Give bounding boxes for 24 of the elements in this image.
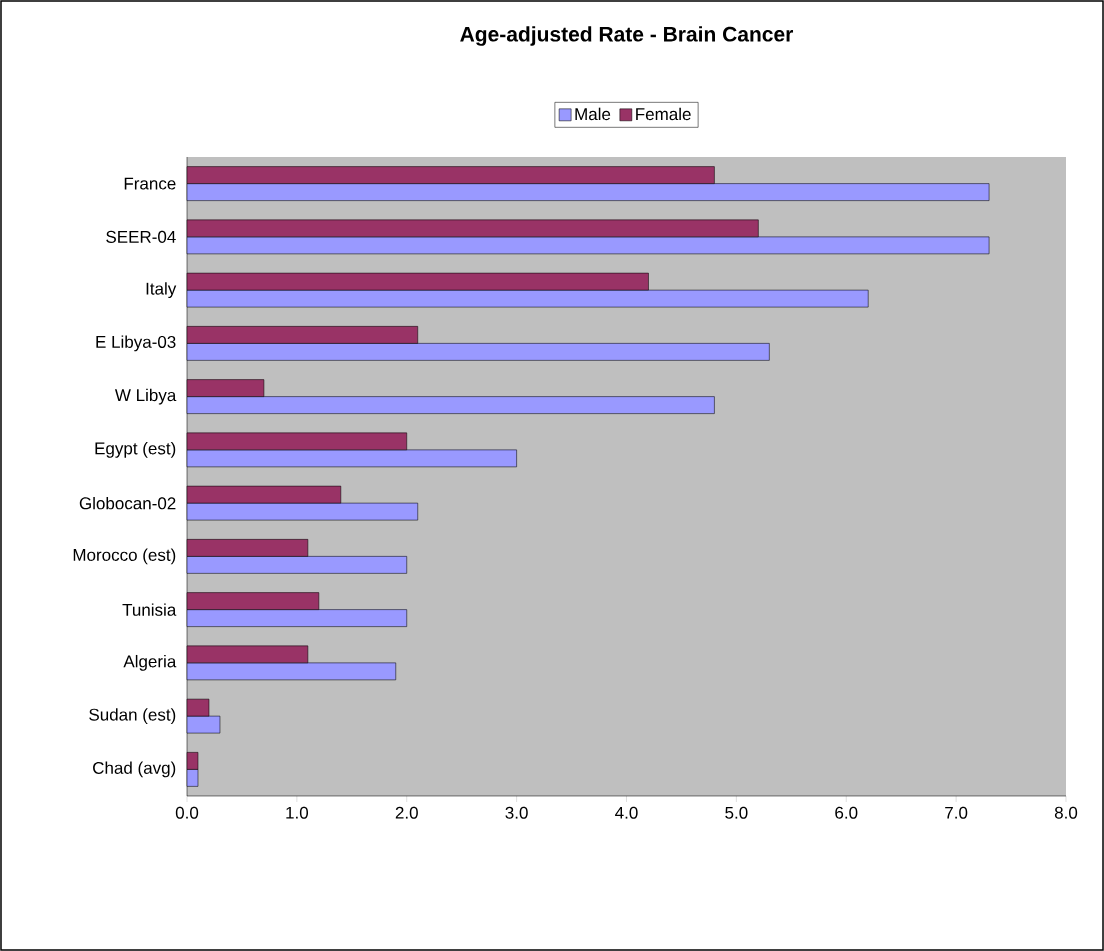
y-tick-label: Globocan-02	[79, 496, 176, 510]
x-tick-label: 5.0	[725, 806, 748, 819]
x-tick-label: 3.0	[505, 806, 528, 819]
y-tick-label: Egypt (est)	[95, 441, 176, 458]
y-tick-label: France	[124, 177, 176, 190]
y-tick-label: Chad (avg)	[93, 761, 176, 778]
y-tick-label: Tunisia	[122, 603, 177, 616]
y-tick-label: E Libya-03	[96, 335, 176, 352]
y-tick-label: Morocco (est)	[73, 548, 176, 565]
y-tick-label: W Libya	[114, 388, 177, 405]
x-tick-label: 0.0	[175, 806, 199, 819]
x-tick-label: 1.0	[286, 806, 309, 819]
legend-label: Male	[575, 107, 611, 121]
x-tick-label: 7.0	[945, 806, 968, 819]
chart-title: Age-adjusted Rate - Brain Cancer	[460, 26, 794, 46]
y-tick-label: SEER-04	[106, 230, 176, 243]
y-tick-label: Algeria	[123, 654, 177, 671]
x-tick-label: 6.0	[835, 806, 858, 819]
y-tick-label: Italy	[146, 282, 177, 299]
y-tick-label: Sudan (est)	[89, 708, 176, 725]
x-tick-label: 2.0	[395, 806, 418, 819]
legend-label: Female	[636, 107, 691, 121]
x-tick-label: 4.0	[615, 806, 638, 819]
x-tick-label: 8.0	[1054, 806, 1078, 819]
